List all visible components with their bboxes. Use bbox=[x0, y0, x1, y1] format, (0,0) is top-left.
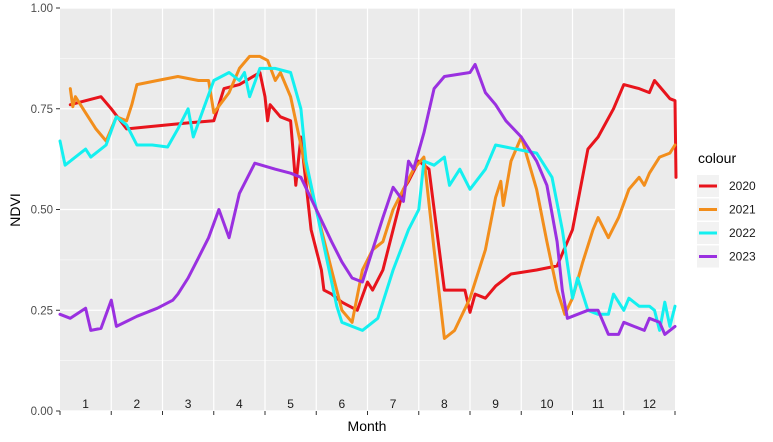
legend-label-2021: 2021 bbox=[729, 203, 756, 217]
month-label-5: 5 bbox=[287, 397, 294, 411]
month-label-3: 3 bbox=[185, 397, 192, 411]
month-label-7: 7 bbox=[390, 397, 397, 411]
y-tick-label: 0.00 bbox=[31, 406, 53, 418]
month-label-8: 8 bbox=[441, 397, 448, 411]
month-label-6: 6 bbox=[339, 397, 346, 411]
series-line-2021 bbox=[68, 54, 677, 340]
series-line-2020 bbox=[68, 71, 678, 314]
series-line-2022 bbox=[58, 66, 677, 332]
legend: colour 2020 2021 2022 2023 bbox=[697, 150, 756, 268]
series-line-2023 bbox=[58, 62, 677, 336]
series-lines bbox=[58, 54, 678, 340]
legend-title: colour bbox=[698, 150, 736, 166]
month-label-10: 10 bbox=[540, 397, 554, 411]
legend-label-2022: 2022 bbox=[729, 226, 756, 240]
x-axis-label: Month bbox=[348, 418, 387, 434]
month-label-4: 4 bbox=[236, 397, 243, 411]
y-axis-label: NDVI bbox=[7, 193, 23, 226]
y-tick-label: 1.00 bbox=[31, 3, 53, 15]
x-axis bbox=[59, 411, 676, 415]
legend-label-2023: 2023 bbox=[729, 250, 756, 264]
y-tick-label: 0.50 bbox=[31, 205, 53, 217]
month-label-2: 2 bbox=[134, 397, 141, 411]
month-label-11: 11 bbox=[592, 397, 605, 411]
y-tick-label: 0.25 bbox=[31, 305, 53, 317]
y-tick-label: 0.75 bbox=[31, 104, 53, 116]
legend-label-2020: 2020 bbox=[729, 179, 756, 193]
y-axis: 0.00 0.25 0.50 0.75 1.00 bbox=[31, 3, 60, 418]
month-tick-labels: 1 2 3 4 5 6 7 8 9 10 11 12 bbox=[82, 397, 656, 411]
major-gridlines bbox=[60, 7, 675, 412]
month-label-12: 12 bbox=[643, 397, 657, 411]
month-label-9: 9 bbox=[492, 397, 499, 411]
month-label-1: 1 bbox=[82, 397, 89, 411]
